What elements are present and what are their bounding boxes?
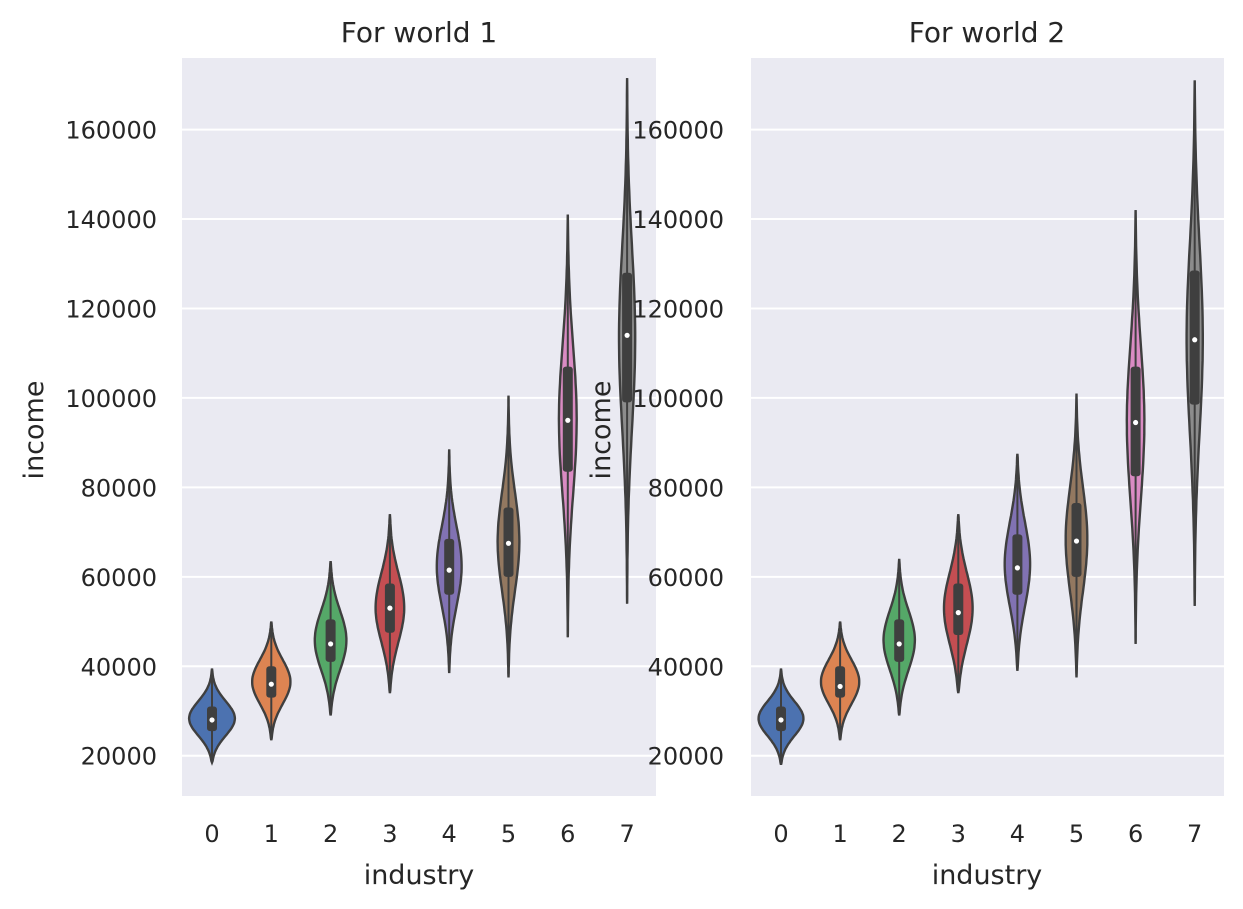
x-axis-label: industry [932,860,1043,891]
y-tick-label-60000: 60000 [81,564,157,592]
median-dot-6 [565,417,571,423]
chart-title: For world 2 [909,16,1065,49]
y-tick-label-40000: 40000 [81,653,157,681]
median-dot-7 [624,332,630,338]
x-tick-label-1: 1 [832,820,847,848]
y-tick-label-140000: 140000 [632,206,724,234]
y-tick-label-20000: 20000 [81,743,157,771]
y-tick-label-160000: 160000 [65,117,157,145]
x-tick-label-5: 5 [501,820,516,848]
x-tick-label-4: 4 [1010,820,1025,848]
y-tick-labels: 20000 40000 60000 80000 100000 120000 140000 16… [632,117,724,771]
subplot-world-2: 2000040000600008000010000012000014000016… [586,16,1224,891]
x-tick-label-6: 6 [560,820,575,848]
y-tick-label-80000: 80000 [81,474,157,502]
y-tick-label-40000: 40000 [648,653,724,681]
median-dot-3 [387,605,393,611]
iqr-box-2 [894,619,905,662]
iqr-box-1 [835,666,846,698]
x-tick-label-0: 0 [773,820,788,848]
x-tick-label-6: 6 [1128,820,1143,848]
y-tick-labels: 20000 40000 60000 80000 100000 120000 140000 16… [65,117,157,771]
y-tick-label-20000: 20000 [648,743,724,771]
y-tick-label-80000: 80000 [648,474,724,502]
violins [187,78,637,766]
x-tick-label-5: 5 [1069,820,1084,848]
x-axis-label: industry [364,860,475,891]
x-tick-labels: 0 1 2 3 4 5 6 7 [204,820,634,848]
y-tick-label-120000: 120000 [632,295,724,323]
x-tick-label-7: 7 [619,820,634,848]
y-tick-label-100000: 100000 [632,385,724,413]
y-axis-label: income [19,381,50,480]
y-tick-label-60000: 60000 [648,564,724,592]
median-dot-4 [1014,565,1021,571]
median-dot-7 [1192,337,1198,343]
y-tick-label-140000: 140000 [65,206,157,234]
x-tick-label-7: 7 [1187,820,1202,848]
y-tick-label-120000: 120000 [65,295,157,323]
x-tick-label-3: 3 [382,820,397,848]
median-dot-2 [896,641,902,647]
iqr-box-4 [444,538,455,595]
median-dot-1 [837,683,843,690]
x-tick-labels: 0 1 2 3 4 5 6 7 [773,820,1202,848]
iqr-box-3 [953,583,964,635]
median-dot-5 [505,540,512,546]
x-tick-label-2: 2 [323,820,338,848]
median-dot-1 [268,681,274,687]
x-tick-label-4: 4 [442,820,457,848]
x-tick-label-2: 2 [892,820,907,848]
y-axis-label: income [586,381,617,480]
chart-title: For world 1 [341,16,497,49]
median-dot-6 [1133,419,1139,426]
x-tick-label-1: 1 [264,820,279,848]
iqr-box-2 [325,619,336,662]
x-tick-label-0: 0 [204,820,219,848]
y-tick-label-160000: 160000 [632,117,724,145]
median-dot-2 [328,641,334,647]
subplot-world-1: 2000040000600008000010000012000014000016… [19,16,656,891]
median-dot-0 [778,717,784,723]
median-dot-0 [209,717,215,723]
median-dot-3 [955,610,961,616]
median-dot-5 [1073,538,1080,544]
iqr-box-4 [1012,534,1023,595]
y-tick-label-100000: 100000 [65,385,157,413]
violins [757,80,1204,765]
median-dot-4 [446,567,452,573]
x-tick-label-3: 3 [951,820,966,848]
